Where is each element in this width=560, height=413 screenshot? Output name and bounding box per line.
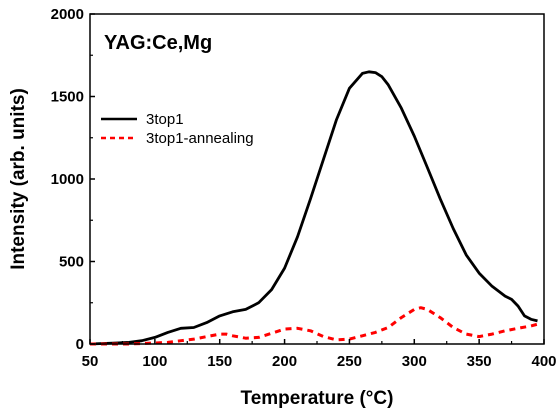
x-tick-label-5: 300 xyxy=(402,353,427,370)
x-tick-label-3: 200 xyxy=(272,353,297,370)
x-tick-label-2: 150 xyxy=(207,353,232,370)
legend-label-3top1-annealing: 3top1-annealing xyxy=(146,130,254,147)
y-tick-label-1: 500 xyxy=(59,254,84,271)
y-tick-label-0: 0 xyxy=(76,336,84,353)
y-tick-label-4: 2000 xyxy=(51,6,84,23)
sample-annotation: YAG:Ce,Mg xyxy=(104,32,212,54)
axis-ticks xyxy=(89,13,545,345)
plot-lines xyxy=(89,70,538,346)
x-axis-title-text: Temperature xyxy=(241,388,355,409)
x-axis-title: Temperature (°C) xyxy=(241,388,394,409)
legend: 3top1 3top1-annealing xyxy=(101,111,254,147)
x-tick-label-0: 50 xyxy=(82,353,99,370)
x-tick-label-6: 350 xyxy=(467,353,492,370)
y-tick-label-3: 1500 xyxy=(51,89,84,106)
series-line-1 xyxy=(90,306,538,346)
x-tick-label-7: 400 xyxy=(531,353,556,370)
y-tick-label-2: 1000 xyxy=(51,171,84,188)
x-axis-title-unit: (°C) xyxy=(359,388,393,409)
legend-label-3top1: 3top1 xyxy=(146,111,184,128)
y-axis-title: Intensity (arb. units) xyxy=(8,88,29,270)
x-tick-label-1: 100 xyxy=(142,353,167,370)
x-tick-label-4: 250 xyxy=(337,353,362,370)
tick-labels: 50 100 150 200 250 300 350 400 0 500 1000 1500 2000 xyxy=(51,6,557,370)
series-line-0 xyxy=(89,70,538,346)
